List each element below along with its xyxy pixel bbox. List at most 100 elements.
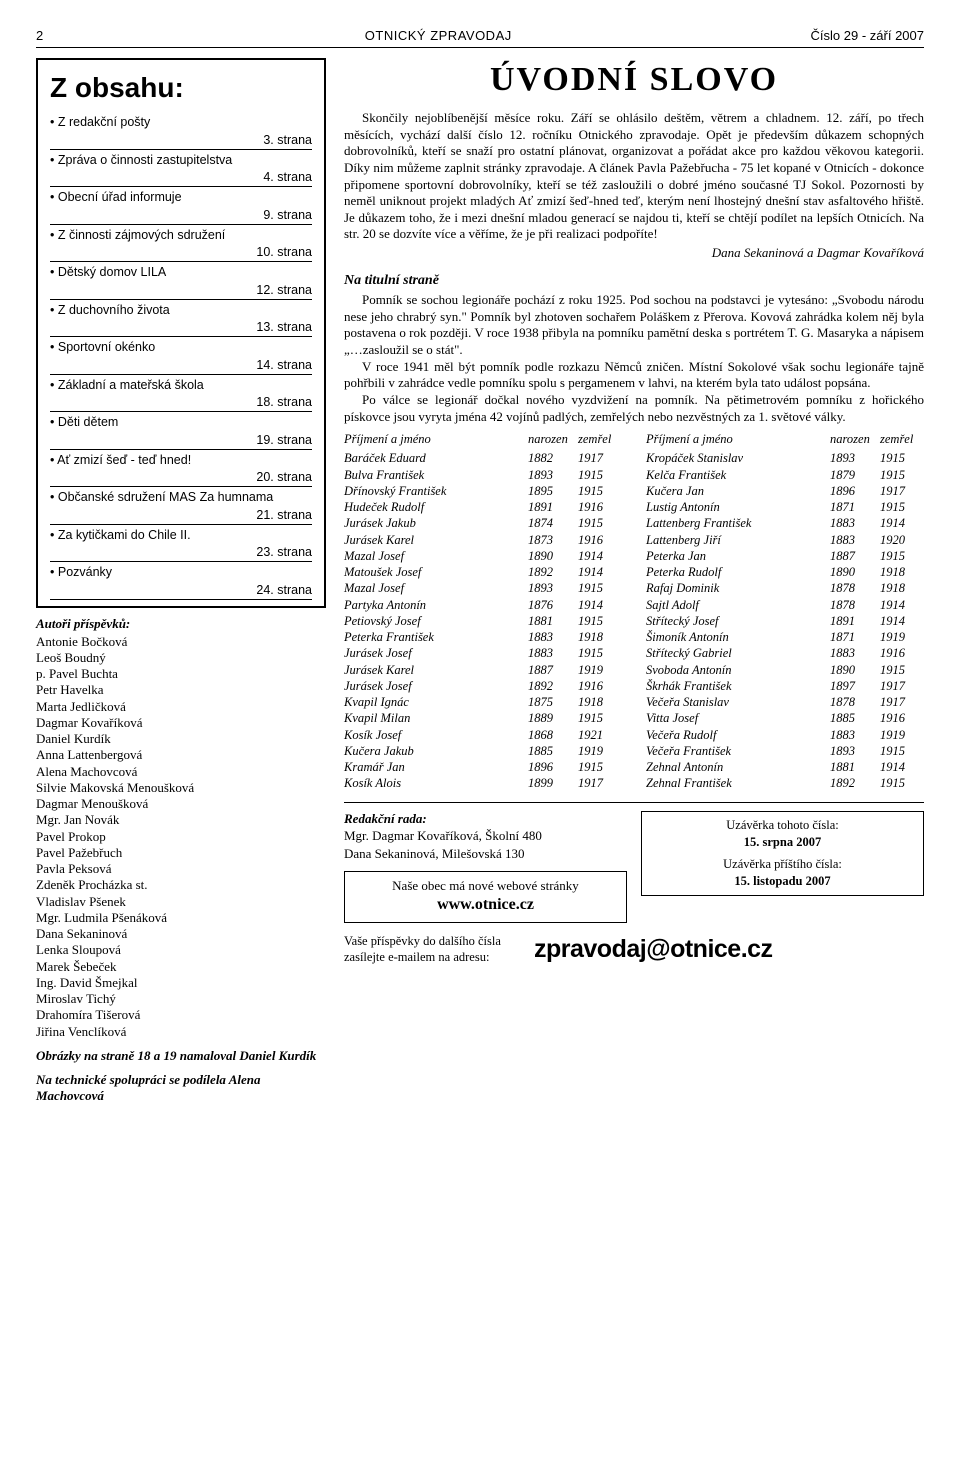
table-row: Dřínovský František18951915 xyxy=(344,483,622,499)
toc-item: Občanské sdružení MAS Za humnama21. stra… xyxy=(50,487,312,525)
table-row: Kučera Jakub18851919 xyxy=(344,743,622,759)
author-name: Mgr. Jan Novák xyxy=(36,812,326,828)
editorial-title: ÚVODNÍ SLOVO xyxy=(344,58,924,102)
toc-label: Základní a mateřská škola xyxy=(50,377,204,393)
email-lead-text: Vaše příspěvky do dalšího čísla zasílejt… xyxy=(344,933,524,966)
table-row: Baráček Eduard18821917 xyxy=(344,450,622,466)
table-row: Střítecký Josef18911914 xyxy=(646,613,924,629)
author-name: Mgr. Ludmila Pšenáková xyxy=(36,910,326,926)
table-row: Bulva František18931915 xyxy=(344,467,622,483)
table-row: Sajtl Adolf18781914 xyxy=(646,597,924,613)
author-name: Daniel Kurdík xyxy=(36,731,326,747)
author-name: Ing. David Šmejkal xyxy=(36,975,326,991)
toc-item: Pozvánky 24. strana xyxy=(50,562,312,600)
table-row: Jurásek Josef18831915 xyxy=(344,645,622,661)
email-row: Vaše příspěvky do dalšího čísla zasílejt… xyxy=(344,933,924,966)
toc-page: 18. strana xyxy=(50,394,312,410)
author-name: Miroslav Tichý xyxy=(36,991,326,1007)
toc-item: Sportovní okénko14. strana xyxy=(50,337,312,375)
table-row: Vitta Josef18851916 xyxy=(646,710,924,726)
author-name: Alena Machovcová xyxy=(36,764,326,780)
toc-label: Obecní úřad informuje xyxy=(50,189,182,205)
table-row: Kosík Josef18681921 xyxy=(344,727,622,743)
authors-list: Antonie BočkováLeoš Boudnýp. Pavel Bucht… xyxy=(36,634,326,1040)
toc-label: Pozvánky xyxy=(50,564,112,580)
author-name: Pavel Pažebřuch xyxy=(36,845,326,861)
toc-label: Děti dětem xyxy=(50,414,118,430)
author-name: Vladislav Pšenek xyxy=(36,894,326,910)
author-name: Zdeněk Procházka st. xyxy=(36,877,326,893)
editorial-signature: Dana Sekaninová a Dagmar Kovaříková xyxy=(344,245,924,262)
toc-page: 10. strana xyxy=(50,244,312,260)
table-row: Kosík Alois18991917 xyxy=(344,775,622,791)
table-row: Kramář Jan18961915 xyxy=(344,759,622,775)
author-name: Jiřina Venclíková xyxy=(36,1024,326,1040)
author-name: Pavla Peksová xyxy=(36,861,326,877)
author-name: Dagmar Kovaříková xyxy=(36,715,326,731)
toc-item: Děti dětem 19. strana xyxy=(50,412,312,450)
editorial-board-heading: Redakční rada: xyxy=(344,811,627,828)
table-header: Příjmení a jméno narozen zemřel xyxy=(344,431,622,447)
right-column: ÚVODNÍ SLOVO Skončily nejoblíbenější měs… xyxy=(344,58,924,1105)
author-name: Marek Šebeček xyxy=(36,959,326,975)
editorial-para-1: Skončily nejoblíbenější měsíce roku. Zář… xyxy=(344,110,924,243)
author-name: Anna Lattenbergová xyxy=(36,747,326,763)
names-table-right: Příjmení a jméno narozen zemřel Kropáček… xyxy=(646,431,924,792)
table-row: Peterka Jan18871915 xyxy=(646,548,924,564)
author-name: Antonie Bočková xyxy=(36,634,326,650)
table-row: Jurásek Karel18731916 xyxy=(344,532,622,548)
table-row: Mazal Josef18901914 xyxy=(344,548,622,564)
table-row: Mazal Josef18931915 xyxy=(344,580,622,596)
table-row: Kvapil Milan18891915 xyxy=(344,710,622,726)
names-table-left: Příjmení a jméno narozen zemřel Baráček … xyxy=(344,431,622,792)
toc-page: 20. strana xyxy=(50,469,312,485)
table-row: Jurásek Josef18921916 xyxy=(344,678,622,694)
table-row: Večeřa Stanislav18781917 xyxy=(646,694,924,710)
divider xyxy=(344,802,924,803)
table-row: Škrhák František18971917 xyxy=(646,678,924,694)
author-name: Dana Sekaninová xyxy=(36,926,326,942)
table-row: Lustig Antonín18711915 xyxy=(646,499,924,515)
deadline-next-label: Uzávěrka příštího čísla: xyxy=(650,856,915,873)
table-row: Večeřa Rudolf18831919 xyxy=(646,727,924,743)
toc-label: Z duchovního života xyxy=(50,302,170,318)
author-name: Pavel Prokop xyxy=(36,829,326,845)
toc-page: 24. strana xyxy=(50,582,312,598)
toc-label: Za kytičkami do Chile II. xyxy=(50,527,191,543)
cover-para: Pomník se sochou legionáře pochází z rok… xyxy=(344,292,924,425)
table-row: Petiovský Josef18811915 xyxy=(344,613,622,629)
author-name: Leoš Boudný xyxy=(36,650,326,666)
toc-item: Z činnosti zájmových sdružení10. strana xyxy=(50,225,312,263)
deadline-box: Uzávěrka tohoto čísla: 15. srpna 2007 Uz… xyxy=(641,811,924,897)
editorial-board-member: Mgr. Dagmar Kovaříková, Školní 480 xyxy=(344,828,627,845)
table-row: Lattenberg František18831914 xyxy=(646,515,924,531)
table-row: Kučera Jan18961917 xyxy=(646,483,924,499)
table-row: Partyka Antonín18761914 xyxy=(344,597,622,613)
table-row: Peterka František18831918 xyxy=(344,629,622,645)
table-row: Rafaj Dominik18781918 xyxy=(646,580,924,596)
deadline-next-date: 15. listopadu 2007 xyxy=(650,873,915,890)
page-number: 2 xyxy=(36,28,66,45)
toc-page: 23. strana xyxy=(50,544,312,560)
table-row: Lattenberg Jiří18831920 xyxy=(646,532,924,548)
author-name: Marta Jedličková xyxy=(36,699,326,715)
table-row: Kvapil Ignác18751918 xyxy=(344,694,622,710)
bottom-section: Redakční rada: Mgr. Dagmar Kovaříková, Š… xyxy=(344,811,924,923)
table-row: Zehnal František18921915 xyxy=(646,775,924,791)
website-label: Naše obec má nové webové stránky xyxy=(353,878,618,895)
table-row: Kropáček Stanislav18931915 xyxy=(646,450,924,466)
toc-label: Zpráva o činnosti zastupitelstva xyxy=(50,152,232,168)
toc-label: Dětský domov LILA xyxy=(50,264,166,280)
toc-page: 12. strana xyxy=(50,282,312,298)
page-header: 2 OTNICKÝ ZPRAVODAJ Číslo 29 - září 2007 xyxy=(36,28,924,48)
website-box: Naše obec má nové webové stránky www.otn… xyxy=(344,871,627,923)
toc-label: Občanské sdružení MAS Za humnama xyxy=(50,489,273,505)
email-address: zpravodaj@otnice.cz xyxy=(534,933,773,966)
toc-label: Z činnosti zájmových sdružení xyxy=(50,227,225,243)
illustration-credit: Obrázky na straně 18 a 19 namaloval Dani… xyxy=(36,1048,326,1064)
toc-page: 19. strana xyxy=(50,432,312,448)
names-tables: Příjmení a jméno narozen zemřel Baráček … xyxy=(344,431,924,792)
toc-page: 9. strana xyxy=(50,207,312,223)
table-row: Zehnal Antonín18811914 xyxy=(646,759,924,775)
toc-page: 3. strana xyxy=(50,132,312,148)
